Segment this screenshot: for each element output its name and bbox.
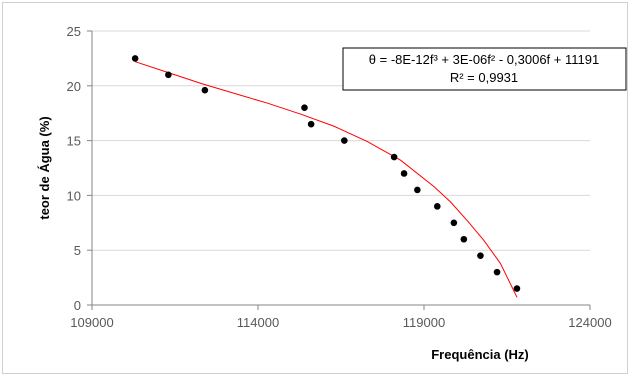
y-tick-label-5: 25 xyxy=(67,24,81,39)
data-point-14 xyxy=(513,285,521,292)
data-point-7 xyxy=(400,170,408,177)
x-axis-ticks: 109000 114000 119000 124000 xyxy=(70,305,612,330)
data-point-1 xyxy=(165,71,172,79)
data-point-6 xyxy=(390,153,398,161)
data-point-11 xyxy=(460,235,468,243)
axes xyxy=(91,31,590,306)
data-point-3 xyxy=(301,104,308,112)
y-tick-label-2: 10 xyxy=(67,188,81,203)
data-point-10 xyxy=(450,219,458,227)
y-tick-label-0: 0 xyxy=(74,298,81,313)
x-tick-label-3: 124000 xyxy=(568,315,611,330)
x-tick-label-0: 109000 xyxy=(70,315,113,330)
x-axis-title: Frequência (Hz) xyxy=(431,347,529,362)
x-tick-label-1: 114000 xyxy=(237,315,279,330)
trendline-equation: θ = -8E-12f³ + 3E-06f² - 0,3006f + 11191 xyxy=(369,52,599,67)
data-point-12 xyxy=(477,252,484,259)
data-point-0 xyxy=(131,55,139,62)
y-axis-title: teor de Água (%) xyxy=(37,116,52,219)
r-squared-label: R² = 0,9931 xyxy=(450,70,518,85)
gridlines xyxy=(92,30,590,251)
data-point-5 xyxy=(341,137,348,144)
x-tick-label-2: 119000 xyxy=(403,315,445,330)
y-axis-ticks: 0 5 10 15 20 25 xyxy=(67,24,92,313)
equation-box-border xyxy=(342,47,627,91)
y-tick-label-3: 15 xyxy=(67,134,81,149)
data-point-2 xyxy=(201,86,209,94)
data-point-8 xyxy=(414,186,421,194)
data-point-4 xyxy=(307,120,315,128)
trendline xyxy=(135,61,518,298)
data-point-9 xyxy=(433,203,441,210)
y-tick-label-1: 5 xyxy=(74,243,81,258)
data-point-13 xyxy=(493,268,501,276)
data-points xyxy=(131,55,521,292)
y-tick-label-4: 20 xyxy=(67,79,81,94)
equation-box: θ = -8E-12f³ + 3E-06f² - 0,3006f + 11191… xyxy=(342,47,627,91)
